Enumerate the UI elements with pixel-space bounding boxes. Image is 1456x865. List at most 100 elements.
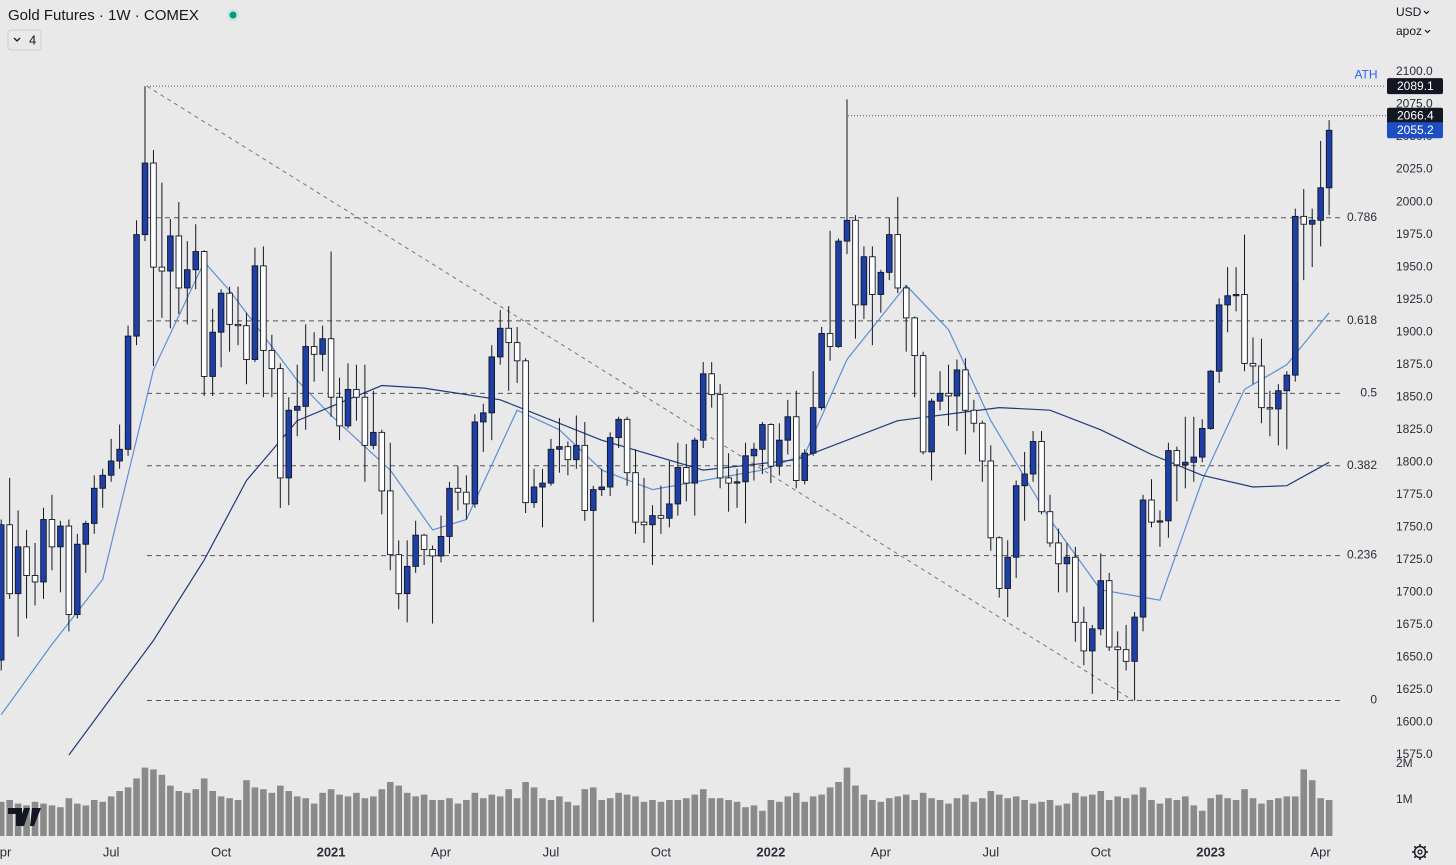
volume-bar <box>733 801 741 836</box>
volume-bar <box>1266 800 1274 836</box>
candle-body <box>99 474 106 489</box>
candle-body <box>1131 616 1138 662</box>
price-label: 2089.1 <box>1397 79 1434 93</box>
scale-menu[interactable]: apoz <box>1396 24 1431 38</box>
volume-bar <box>446 798 453 836</box>
y-tick-label: 1575.0 <box>1396 747 1433 761</box>
candle-body <box>454 487 462 493</box>
candle-body <box>767 424 775 467</box>
x-tick-label: Oct <box>1091 844 1112 859</box>
volume-bar <box>40 803 47 836</box>
volume-bar <box>852 785 859 836</box>
volume-bar <box>1207 798 1214 836</box>
currency-menu[interactable]: USD <box>1396 5 1430 19</box>
candle-body <box>268 349 276 370</box>
candle-body <box>776 439 783 467</box>
volume-bar <box>953 798 961 836</box>
candle-body <box>150 162 157 268</box>
candle-body <box>869 256 876 295</box>
volume-bar <box>277 785 284 836</box>
settings-button[interactable] <box>1412 844 1428 860</box>
candle-body <box>1292 215 1299 376</box>
volume-bar <box>243 780 250 836</box>
candle-body <box>699 373 707 441</box>
volume-bar <box>970 801 978 836</box>
volume-bar <box>962 794 969 836</box>
fib-ratio-label: 0.786 <box>1347 210 1377 224</box>
volume-bar <box>522 782 529 836</box>
volume-bar <box>65 798 73 836</box>
candle-body <box>446 487 453 537</box>
y-tick-label: 1950.0 <box>1396 259 1433 273</box>
volume-bar <box>488 794 496 836</box>
volume-bar <box>1232 800 1240 836</box>
candle-body <box>513 342 521 362</box>
candle-body <box>1317 187 1324 221</box>
chevron <box>13 37 21 42</box>
candle-body <box>200 251 208 377</box>
volume-bar <box>141 767 149 836</box>
candle-body <box>1114 646 1121 651</box>
candle-body <box>860 256 868 306</box>
volume-bar <box>945 803 952 836</box>
volume-bar <box>1122 798 1130 836</box>
x-tick-label: Apr <box>871 844 892 859</box>
volume-bar <box>217 796 225 836</box>
indicator-count: 4 <box>29 32 36 47</box>
candle-body <box>919 355 927 453</box>
fib-ratio-label: 0 <box>1370 693 1377 707</box>
volume-bar <box>1148 800 1155 836</box>
candle-body <box>302 346 309 407</box>
x-tick-label: Apr <box>0 844 12 859</box>
volume-bar <box>649 800 656 836</box>
volume-bar <box>463 800 470 836</box>
currency: USD <box>1396 5 1422 19</box>
candle-body <box>809 407 817 454</box>
volume-bar <box>336 794 343 836</box>
x-tick-label: Apr <box>431 844 452 859</box>
candle-body <box>970 409 978 424</box>
y-tick-label: 2025.0 <box>1396 162 1433 176</box>
volume-bar <box>192 789 200 836</box>
volume-bar <box>556 796 563 836</box>
candle-body <box>1063 556 1071 565</box>
candle-body <box>1198 428 1206 458</box>
volume-bar <box>1097 791 1105 836</box>
volume-pane <box>0 767 1333 836</box>
volume-bar <box>759 810 766 836</box>
candle-body <box>1190 456 1198 463</box>
volume-bar <box>513 798 521 836</box>
volume-bar <box>1131 794 1138 836</box>
volume-bar <box>1258 803 1265 836</box>
volume-bar <box>826 787 834 836</box>
candle-body <box>581 444 589 511</box>
volume-bar <box>1156 803 1164 836</box>
volume-bar <box>167 785 174 836</box>
chevron <box>1424 29 1431 34</box>
indicator-toggle[interactable]: 4 <box>7 29 42 51</box>
y-tick-label: 1775.0 <box>1396 487 1433 501</box>
volume-bar <box>175 791 183 836</box>
candle-body <box>708 373 715 396</box>
candle-body <box>167 235 174 272</box>
volume-bar <box>1038 801 1045 836</box>
volume-bar <box>911 800 918 836</box>
volume-bar <box>437 800 445 836</box>
candle-body <box>683 467 690 484</box>
candle-body <box>1148 499 1155 523</box>
volume-bar <box>386 782 394 836</box>
candle-body <box>1156 520 1164 523</box>
volume-bar <box>395 785 403 836</box>
candle-body <box>310 346 318 355</box>
candle-body <box>640 521 648 526</box>
volume-bar <box>1300 769 1308 836</box>
candle-body <box>505 327 512 344</box>
y-tick-label: 1800.0 <box>1396 454 1433 468</box>
volume-bar <box>293 796 301 836</box>
volume-bar <box>57 807 64 836</box>
candle-body <box>1089 628 1096 652</box>
volume-bar <box>209 791 216 836</box>
candle-body <box>742 455 749 483</box>
x-tick-label: Oct <box>211 844 232 859</box>
